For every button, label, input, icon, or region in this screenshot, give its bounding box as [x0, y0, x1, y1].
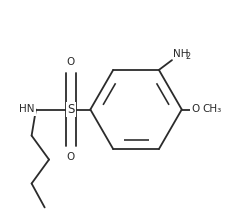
- Text: CH₃: CH₃: [202, 104, 222, 115]
- Text: O: O: [191, 104, 199, 115]
- Text: HN: HN: [19, 104, 35, 115]
- Text: O: O: [67, 152, 75, 162]
- Text: O: O: [67, 57, 75, 67]
- Text: NH: NH: [173, 49, 188, 59]
- Text: 2: 2: [185, 52, 190, 61]
- Text: S: S: [67, 103, 75, 116]
